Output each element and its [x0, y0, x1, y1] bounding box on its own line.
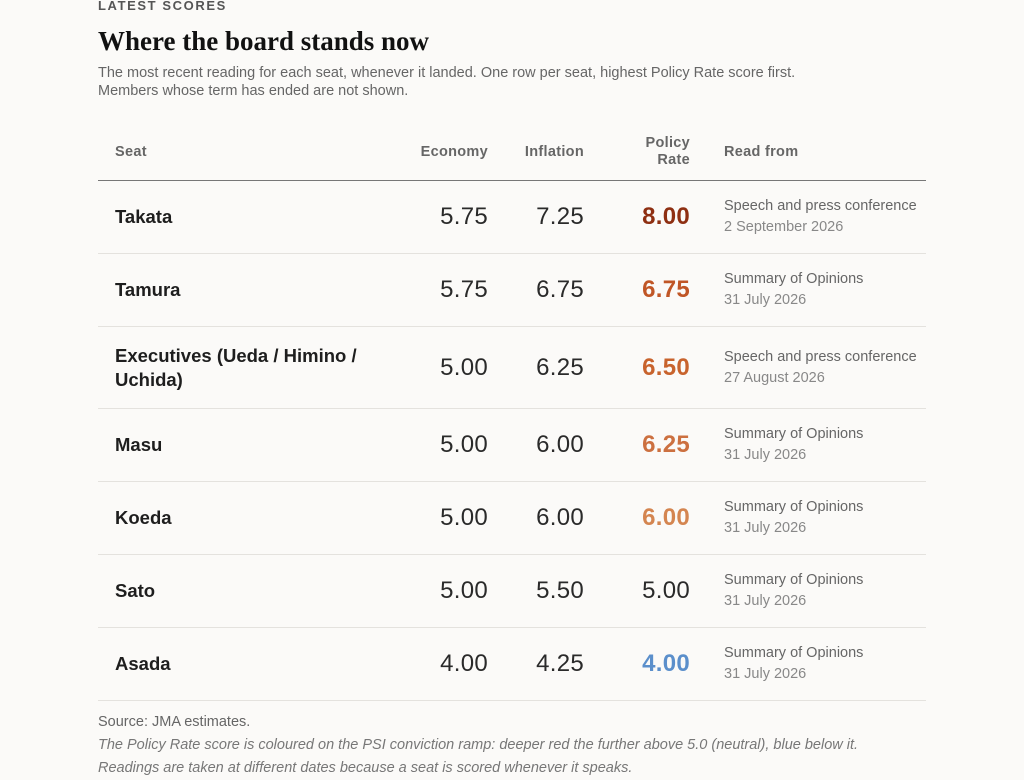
policy-rate-score: 5.00 [584, 554, 690, 628]
footnote: The Policy Rate score is coloured on the… [98, 734, 926, 780]
read-from-cell: Summary of Opinions 31 July 2026 [690, 627, 926, 701]
inflation-score: 6.25 [488, 326, 584, 409]
policy-rate-score: 6.75 [584, 253, 690, 327]
seat-name: Takata [98, 180, 388, 254]
policy-rate-score: 6.25 [584, 408, 690, 482]
policy-rate-score: 4.00 [584, 627, 690, 701]
read-from-date: 31 July 2026 [724, 593, 807, 609]
read-from-source: Summary of Opinions [724, 499, 864, 515]
read-from-cell: Summary of Opinions 31 July 2026 [690, 253, 926, 327]
subtitle-line-1: The most recent reading for each seat, w… [98, 65, 796, 81]
seat-name: Koeda [98, 481, 388, 555]
column-header-seat: Seat [98, 123, 388, 181]
table-row: Koeda 5.00 6.00 6.00 Summary of Opinions… [98, 481, 926, 555]
read-from-source: Speech and press conference [724, 348, 917, 365]
read-from-source: Summary of Opinions [724, 271, 864, 287]
economy-score: 5.00 [388, 554, 488, 628]
latest-scores-section: LATEST SCORES Where the board stands now… [98, 0, 926, 780]
economy-score: 4.00 [388, 627, 488, 701]
inflation-score: 6.00 [488, 481, 584, 555]
table-row: Masu 5.00 6.00 6.25 Summary of Opinions … [98, 408, 926, 482]
inflation-score: 4.25 [488, 627, 584, 701]
read-from-source: Summary of Opinions [724, 572, 864, 588]
read-from-date: 2 September 2026 [724, 219, 844, 235]
inflation-score: 5.50 [488, 554, 584, 628]
table-row: Sato 5.00 5.50 5.00 Summary of Opinions … [98, 554, 926, 628]
column-header-policy-rate: Policy Rate [584, 123, 690, 181]
policy-rate-score: 8.00 [584, 180, 690, 254]
policy-rate-score: 6.00 [584, 481, 690, 555]
seat-name: Asada [98, 627, 388, 701]
read-from-date: 31 July 2026 [724, 447, 807, 463]
read-from-cell: Speech and press conference 27 August 20… [690, 326, 926, 409]
inflation-score: 6.00 [488, 408, 584, 482]
column-header-inflation: Inflation [488, 123, 584, 181]
source-note: Source: JMA estimates. [98, 714, 251, 730]
read-from-date: 27 August 2026 [724, 369, 825, 386]
read-from-cell: Speech and press conference 2 September … [690, 180, 926, 254]
economy-score: 5.00 [388, 481, 488, 555]
seat-name: Executives (Ueda / Himino / Uchida) [98, 326, 388, 409]
inflation-score: 6.75 [488, 253, 584, 327]
section-title: Where the board stands now [98, 26, 430, 56]
seat-name: Tamura [98, 253, 388, 327]
table-header: Seat Economy Inflation Policy Rate Read … [98, 123, 926, 181]
table-row: Executives (Ueda / Himino / Uchida) 5.00… [98, 326, 926, 409]
table-row: Asada 4.00 4.25 4.00 Summary of Opinions… [98, 627, 926, 701]
policy-rate-score: 6.50 [584, 326, 690, 409]
section-subtitle: The most recent reading for each seat, w… [98, 64, 926, 100]
policy-rate-header-line-2: Rate [657, 151, 690, 168]
column-header-read-from: Read from [690, 123, 926, 181]
read-from-date: 31 July 2026 [724, 520, 807, 536]
inflation-score: 7.25 [488, 180, 584, 254]
footnote-line-2: Readings are taken at different dates be… [98, 760, 633, 776]
economy-score: 5.00 [388, 326, 488, 409]
table-body: Takata 5.75 7.25 8.00 Speech and press c… [98, 180, 926, 701]
economy-score: 5.75 [388, 253, 488, 327]
column-header-economy: Economy [388, 123, 488, 181]
read-from-source: Summary of Opinions [724, 426, 864, 442]
footnote-line-1: The Policy Rate score is coloured on the… [98, 737, 859, 753]
seat-name: Sato [98, 554, 388, 628]
read-from-date: 31 July 2026 [724, 666, 807, 682]
policy-rate-header-line-1: Policy [645, 134, 690, 151]
read-from-cell: Summary of Opinions 31 July 2026 [690, 408, 926, 482]
scores-table: Seat Economy Inflation Policy Rate Read … [98, 123, 926, 701]
subtitle-line-2: Members whose term has ended are not sho… [98, 83, 409, 99]
section-kicker: LATEST SCORES [98, 0, 227, 13]
seat-name: Masu [98, 408, 388, 482]
economy-score: 5.75 [388, 180, 488, 254]
table-row: Tamura 5.75 6.75 6.75 Summary of Opinion… [98, 253, 926, 327]
read-from-cell: Summary of Opinions 31 July 2026 [690, 481, 926, 555]
table-row: Takata 5.75 7.25 8.00 Speech and press c… [98, 180, 926, 254]
read-from-source: Summary of Opinions [724, 645, 864, 661]
economy-score: 5.00 [388, 408, 488, 482]
read-from-date: 31 July 2026 [724, 292, 807, 308]
table-footer: Source: JMA estimates. The Policy Rate s… [98, 713, 926, 780]
read-from-cell: Summary of Opinions 31 July 2026 [690, 554, 926, 628]
read-from-source: Speech and press conference [724, 198, 917, 214]
